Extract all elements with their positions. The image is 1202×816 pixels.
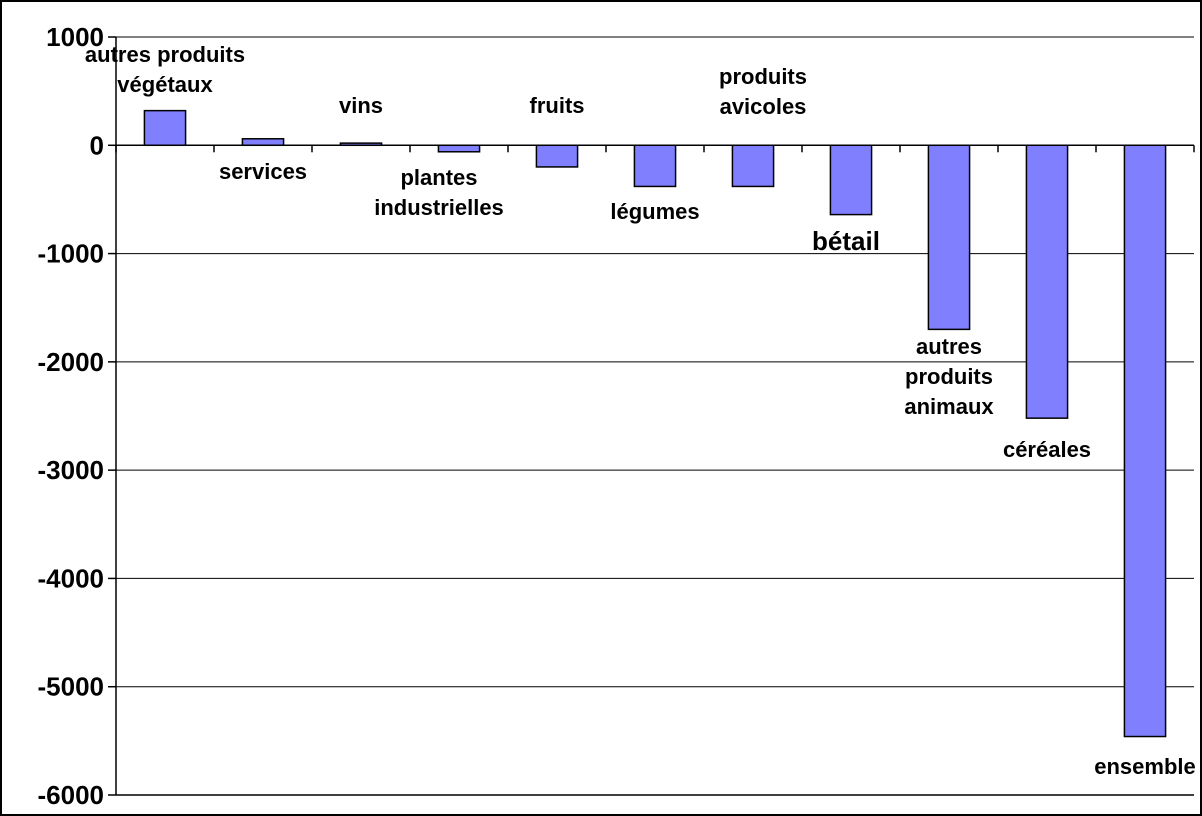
category-label: légumes [610,199,699,224]
category-label: bétail [812,226,880,256]
bars [143,109,1167,738]
y-tick-label: -1000 [38,239,105,269]
y-tick-label: -6000 [38,780,105,810]
bar [1123,144,1167,738]
gridlines [116,36,1194,688]
category-label: céréales [1003,437,1091,462]
y-tick-label: -5000 [38,672,105,702]
category-label: services [219,159,307,184]
category-label: produits avicoles [719,64,807,119]
bar [829,144,873,216]
category-label: autres produits végétaux [85,42,245,97]
bar [927,144,971,331]
y-tick-label: -2000 [38,347,105,377]
y-tick-label: 1000 [46,22,104,52]
y-tick-label: -3000 [38,455,105,485]
bar [241,138,285,147]
category-labels: autres produits végétaux services vins plant… [85,42,1196,779]
y-tick-label: 0 [90,130,104,160]
bar [633,144,677,188]
bar [143,109,187,147]
category-label: fruits [530,93,585,118]
category-label: plantes industrielles [374,165,504,220]
category-label: autres produits animaux [904,334,994,419]
bar [731,144,775,188]
bar [437,144,481,153]
y-tick-label: -4000 [38,563,105,593]
bar [535,144,579,168]
category-label: ensemble [1094,754,1196,779]
bar [1025,144,1069,419]
category-label: vins [339,93,383,118]
axes: 1000 0 -1000 -2000 -3000 -4000 -5000 -6000 [38,22,1195,810]
